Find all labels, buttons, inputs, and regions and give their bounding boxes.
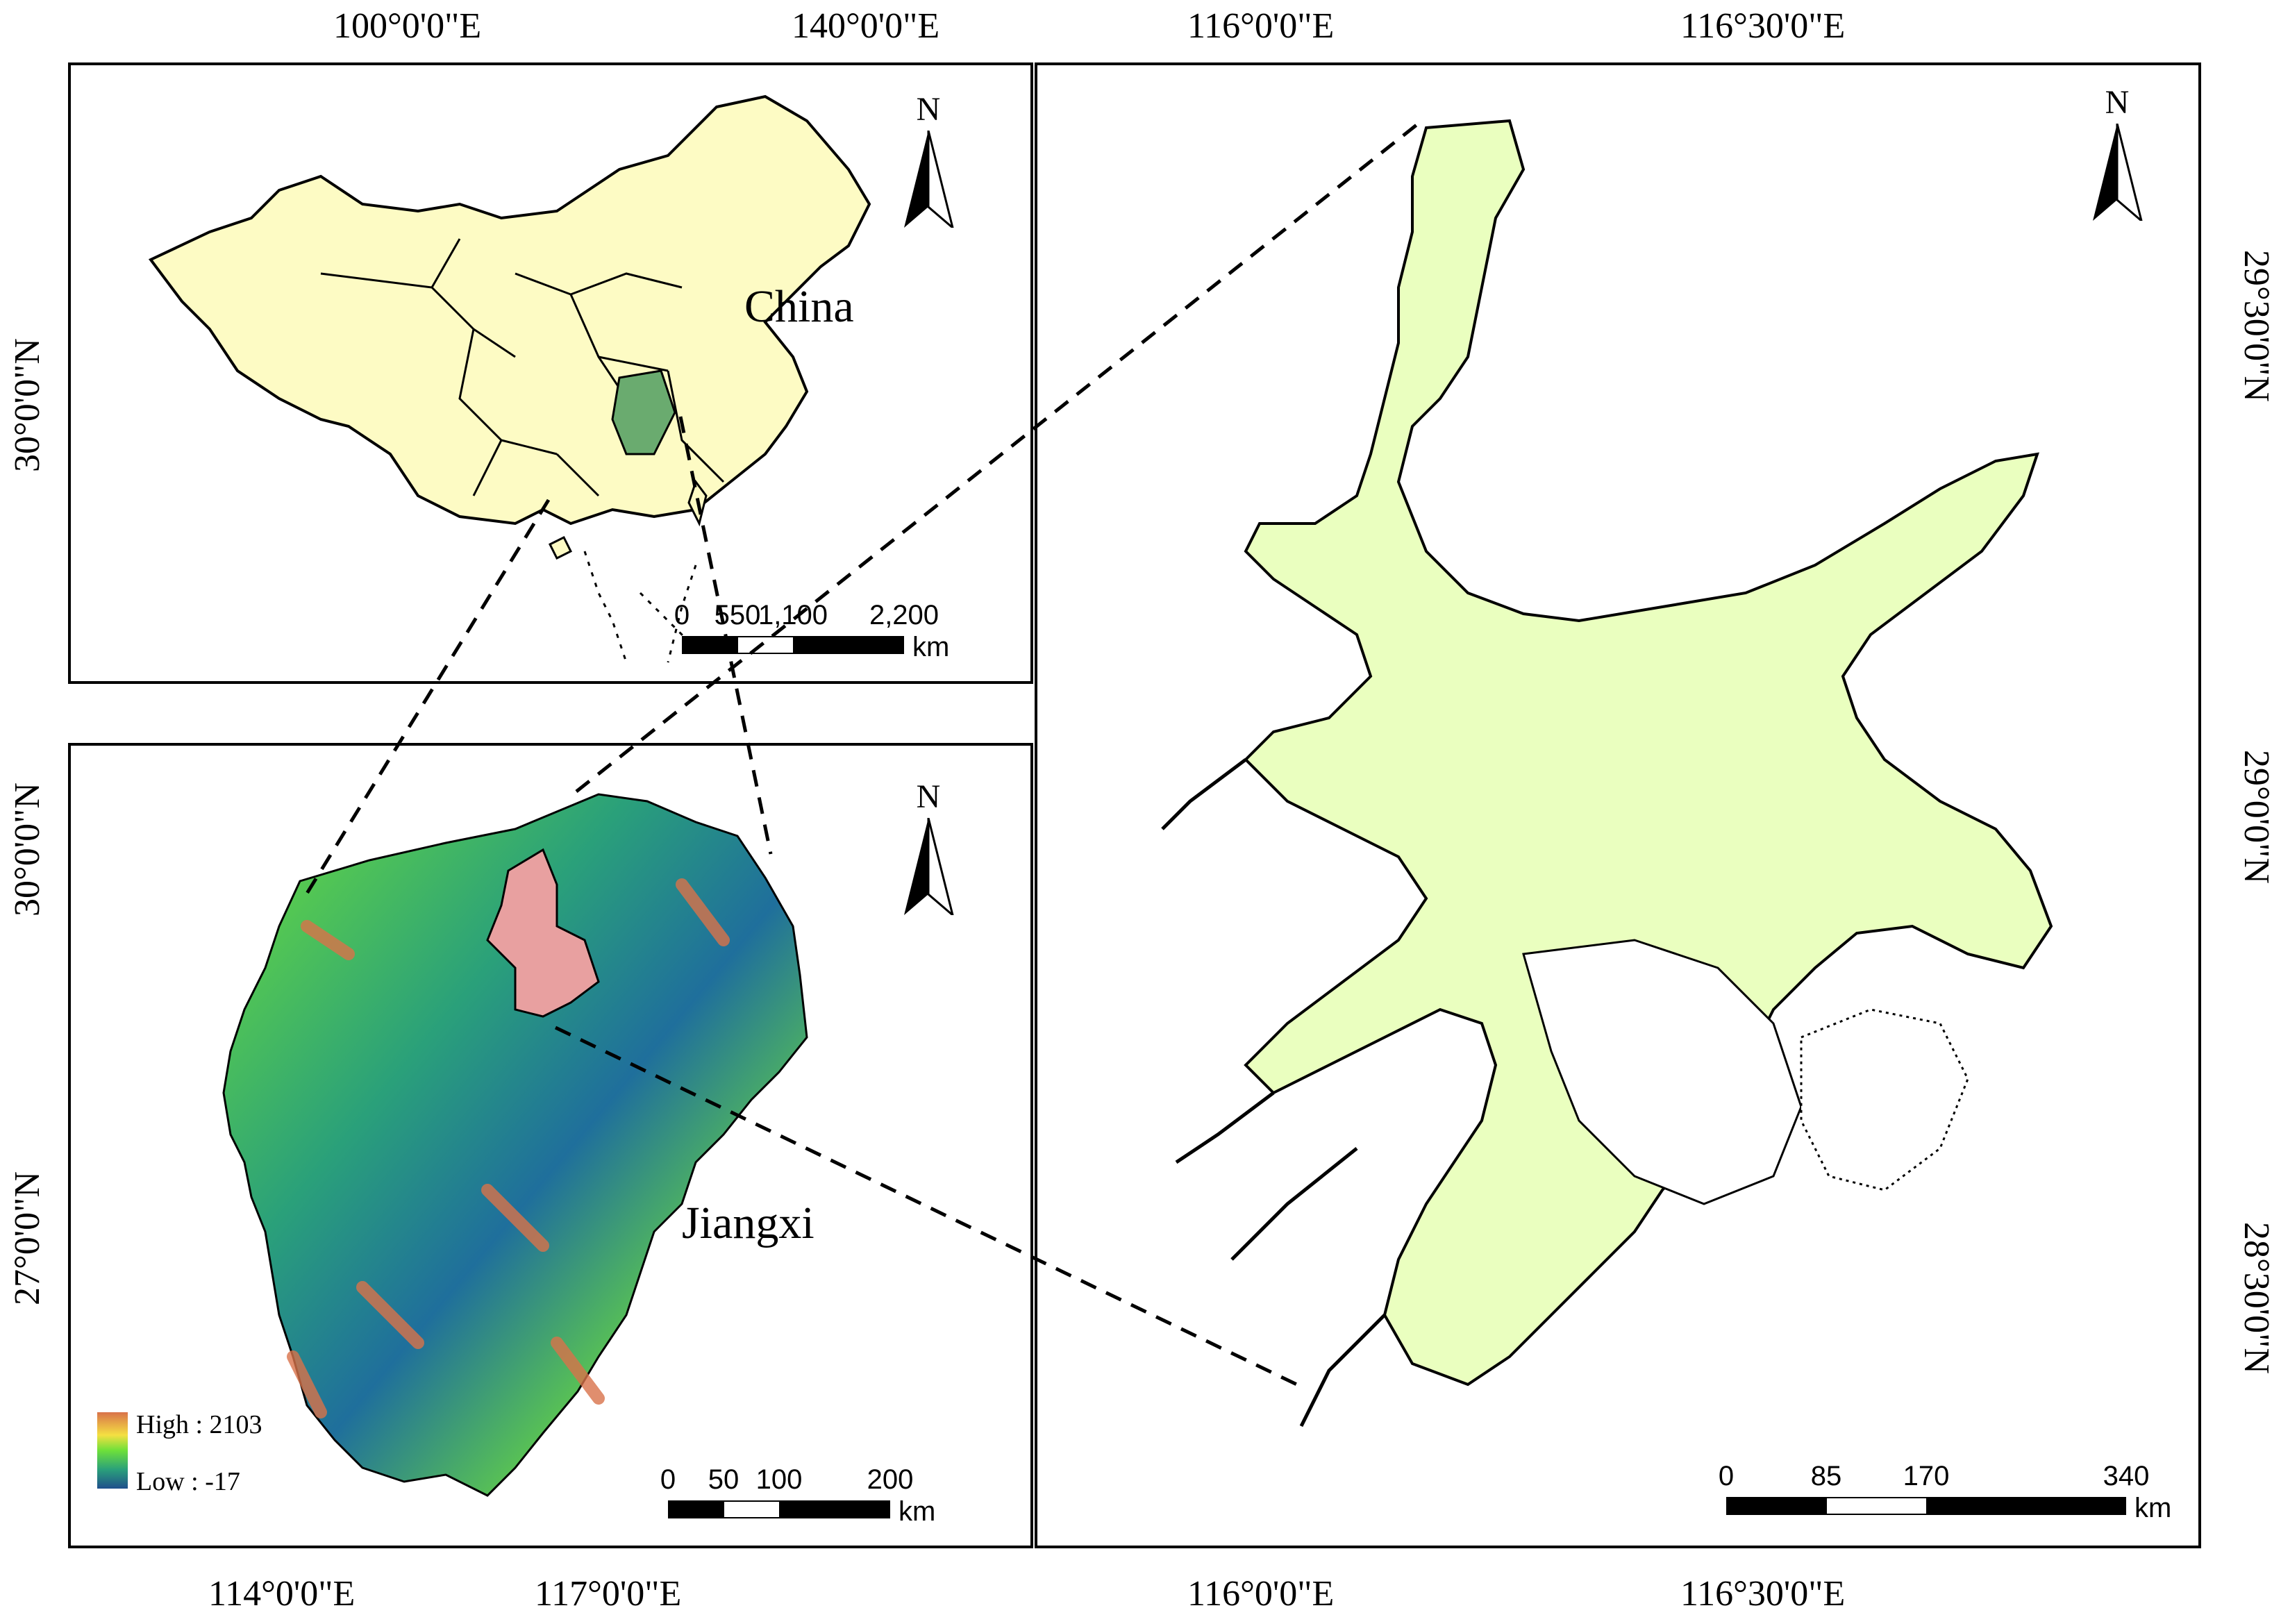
scale-bar-segments	[668, 1500, 890, 1518]
north-arrow-label: N	[916, 778, 941, 815]
china-top-coord: 100°0'0"E	[333, 6, 482, 46]
poyang-right-coord: 28°30'0"N	[2237, 1222, 2276, 1374]
scale-tick: 2,200	[869, 600, 939, 630]
poyang-bottom-coord: 116°0'0"E	[1187, 1574, 1335, 1614]
elevation-legend: High : 2103 Low : -17	[97, 1410, 319, 1516]
north-arrow-label: N	[916, 91, 941, 128]
jiangxi-left-coord: 27°0'0"N	[8, 1171, 47, 1305]
jiangxi-bottom-coord: 114°0'0"E	[208, 1574, 356, 1614]
scale-bar-jiangxi: 0 50 100 200 km	[660, 1464, 960, 1527]
jiangxi-label: Jiangxi	[682, 1198, 814, 1248]
scale-tick: 170	[1903, 1461, 1950, 1491]
scale-bar-segments	[1726, 1497, 2126, 1515]
legend-low-label: Low : -17	[136, 1467, 240, 1496]
scale-tick: 1,100	[758, 600, 828, 630]
north-arrow-jiangxi: N	[890, 780, 967, 919]
poyang-right-coord: 29°0'0"N	[2237, 750, 2276, 884]
scale-tick: 550	[714, 600, 761, 630]
legend-high-label: High : 2103	[136, 1410, 262, 1439]
jiangxi-inset-map: Jiangxi N High : 2103 Low : -17 0 50 100…	[68, 743, 1033, 1548]
scale-tick: 50	[708, 1464, 740, 1495]
north-arrow-icon	[904, 131, 954, 228]
poyang-top-coord: 116°30'0"E	[1680, 6, 1846, 46]
scale-tick: 0	[674, 600, 690, 630]
scale-bar-segments	[682, 636, 904, 654]
poyang-lake-map: N 0 85 170 340 km	[1035, 62, 2201, 1548]
scale-unit: km	[2134, 1493, 2172, 1523]
scale-tick: 200	[867, 1464, 914, 1495]
poyang-lake-water	[1244, 119, 2053, 1387]
scale-bar-china: 0 550 1,100 2,200 km	[674, 600, 974, 662]
north-arrow-label: N	[2105, 84, 2130, 121]
jiangxi-left-coord: 30°0'0"N	[8, 782, 47, 916]
north-arrow-icon	[2093, 124, 2143, 221]
poyang-top-coord: 116°0'0"E	[1187, 6, 1335, 46]
scale-tick: 100	[755, 1464, 803, 1495]
china-inset-map: China N 0 550 1,100 2,200 km	[68, 62, 1033, 684]
poyang-right-coord: 29°30'0"N	[2237, 250, 2276, 402]
north-arrow-china: N	[890, 93, 967, 232]
elevation-color-ramp	[97, 1412, 128, 1489]
china-map-graphic	[148, 94, 871, 663]
scale-tick: 340	[2103, 1461, 2150, 1491]
scale-tick: 85	[1810, 1461, 1842, 1491]
scale-bar-poyang: 0 85 170 340 km	[1719, 1461, 2198, 1523]
china-left-coord: 30°0'0"N	[8, 338, 47, 472]
scale-tick: 0	[1718, 1461, 1735, 1491]
north-arrow-icon	[904, 818, 954, 915]
scale-unit: km	[899, 1496, 936, 1527]
scale-tick: 0	[660, 1464, 676, 1495]
poyang-bottom-coord: 116°30'0"E	[1680, 1574, 1846, 1614]
scale-unit: km	[912, 632, 950, 662]
china-top-coord: 140°0'0"E	[792, 6, 940, 46]
poyang-lake-graphic	[1161, 119, 2053, 1428]
jiangxi-bottom-coord: 117°0'0"E	[535, 1574, 682, 1614]
north-arrow-poyang: N	[2079, 86, 2155, 225]
china-label: China	[744, 281, 854, 332]
